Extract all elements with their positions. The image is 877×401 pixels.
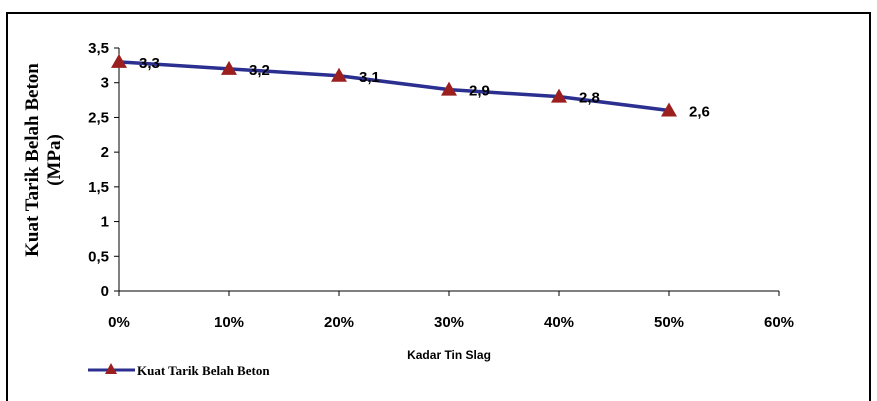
data-point-marker [221, 60, 237, 75]
x-axis-title: Kadar Tin Slag [407, 348, 491, 362]
legend-marker [105, 363, 117, 374]
x-ticks: 0% 10% 20% 30% 40% 50% 60% [108, 291, 794, 331]
x-tick-label: 20% [324, 314, 354, 331]
y-tick-label: 2,5 [88, 109, 109, 126]
data-point-marker [661, 102, 677, 117]
data-label: 3,1 [359, 69, 380, 86]
data-point-marker [331, 67, 347, 82]
x-tick-label: 30% [434, 314, 464, 331]
y-tick-label: 0,5 [88, 248, 109, 265]
y-tick-label: 3 [101, 75, 109, 92]
data-label: 2,6 [689, 103, 710, 120]
data-label: 2,9 [469, 83, 490, 100]
data-point-marker [111, 53, 127, 68]
y-axis-title: Kuat Tarik Belah Beton (MPa) [22, 63, 65, 257]
y-axis-title-line2: (MPa) [44, 134, 65, 186]
x-tick-label: 0% [108, 314, 130, 331]
y-ticks: 0 0,5 1 1,5 2 2,5 3 3,5 [88, 40, 119, 300]
data-point-marker [551, 88, 567, 103]
series-layer: 3,3 3,2 3,1 2,9 2,8 2,6 [111, 53, 710, 120]
data-point-marker [441, 81, 457, 96]
x-tick-label: 10% [214, 314, 244, 331]
data-label: 3,3 [139, 55, 160, 72]
y-tick-label: 1 [101, 214, 109, 231]
data-label: 2,8 [579, 90, 600, 107]
y-tick-label: 1,5 [88, 179, 109, 196]
y-tick-label: 2 [101, 144, 109, 161]
series-line [118, 60, 670, 113]
y-axis-title-line1: Kuat Tarik Belah Beton [22, 63, 43, 257]
data-label: 3,2 [249, 62, 270, 79]
x-tick-label: 50% [654, 314, 684, 331]
y-tick-label: 0 [101, 283, 109, 300]
x-tick-label: 40% [544, 314, 574, 331]
x-tick-label: 60% [764, 314, 794, 331]
chart-frame [6, 12, 871, 401]
legend-label: Kuat Tarik Belah Beton [137, 363, 270, 378]
y-tick-label: 3,5 [88, 40, 109, 57]
legend: Kuat Tarik Belah Beton [88, 363, 270, 378]
